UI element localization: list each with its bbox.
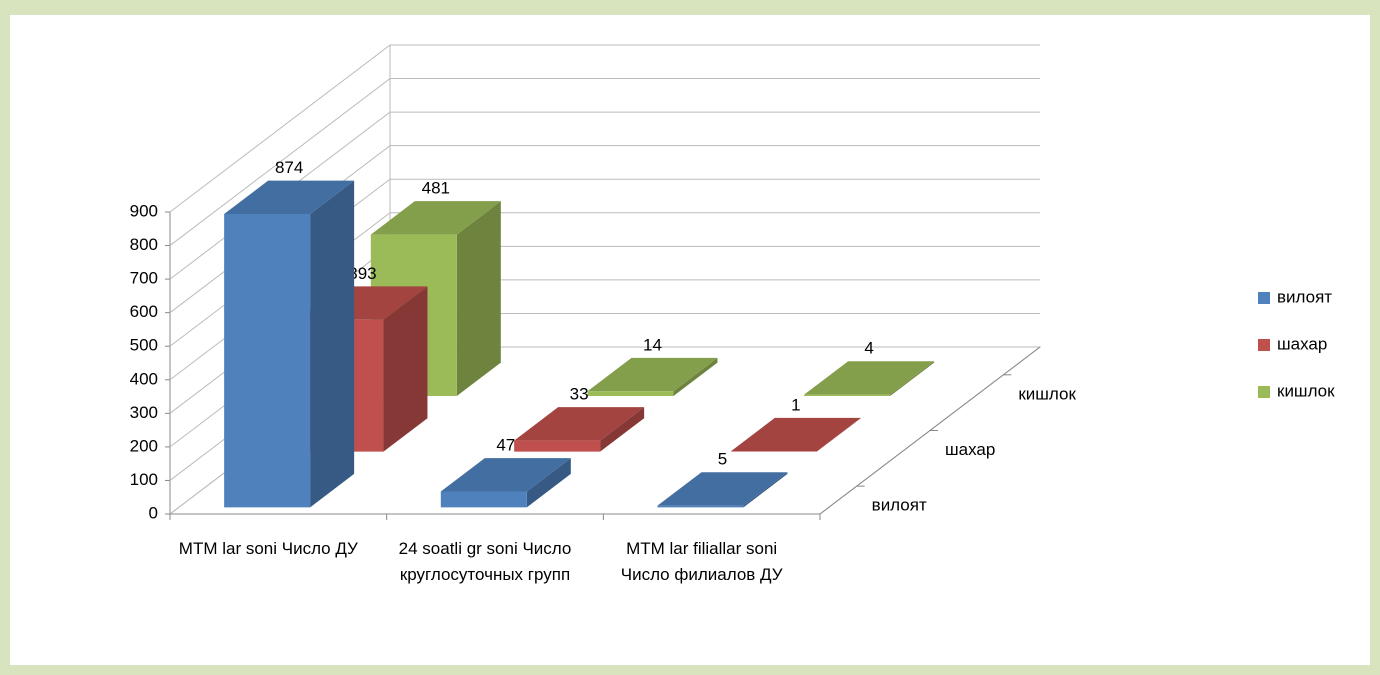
x-tick-label: 24 soatli gr soni Число круглосуточных г…: [398, 539, 572, 584]
data-label: 47: [496, 436, 515, 455]
bar-side: [526, 458, 571, 508]
data-label: 481: [422, 179, 450, 198]
depth-label: вилоят: [872, 496, 927, 515]
bar-front: [514, 440, 601, 452]
axis: [819, 346, 1041, 515]
bar-front: [657, 505, 744, 508]
legend-label: кишлок: [1277, 381, 1335, 400]
y-tick-label: 600: [130, 302, 158, 321]
y-tick-label: 200: [130, 436, 158, 455]
bar: [657, 472, 788, 508]
bar-front: [224, 214, 311, 508]
y-tick-label: 300: [130, 403, 158, 422]
bar-side: [816, 417, 861, 452]
bar-top: [514, 407, 645, 441]
data-label: 33: [570, 385, 589, 404]
bar-top: [440, 458, 571, 492]
bar: [224, 180, 355, 508]
bar-top: [224, 180, 355, 215]
data-label: 1: [791, 395, 800, 414]
legend-label: шахар: [1277, 334, 1327, 353]
y-tick-label: 900: [130, 201, 158, 220]
legend-label: вилоят: [1277, 287, 1332, 306]
legend-swatch: [1258, 292, 1270, 304]
x-tick-label: MTM lar soni Число ДУ: [178, 539, 358, 558]
bar-side: [383, 286, 428, 452]
bar-top: [804, 361, 935, 395]
bar-front: [587, 391, 674, 396]
bar-top: [730, 417, 861, 452]
data-label: 4: [864, 339, 873, 358]
bar-top: [587, 357, 718, 392]
depth-label: кишлок: [1018, 384, 1076, 403]
data-label: 5: [718, 450, 727, 469]
data-label: 14: [643, 335, 662, 354]
bar-top: [370, 201, 501, 235]
bar-side: [743, 472, 788, 508]
y-tick-label: 800: [130, 235, 158, 254]
legend-swatch: [1258, 386, 1270, 398]
bar-top: [657, 472, 788, 506]
bar: [804, 361, 935, 396]
y-tick-label: 400: [130, 369, 158, 388]
grid-line: [169, 44, 391, 213]
bar-side: [890, 361, 935, 396]
bar-front: [440, 491, 527, 508]
data-label: 393: [348, 264, 376, 283]
bar-side: [310, 180, 355, 508]
x-tick-label: MTM lar filiallar soni Число филиалов ДУ: [620, 539, 783, 584]
depth-label: шахар: [945, 440, 995, 459]
y-tick-label: 100: [130, 470, 158, 489]
bar: [730, 417, 861, 452]
bar-front: [804, 394, 891, 396]
y-tick-label: 0: [149, 503, 158, 522]
bar: [440, 458, 571, 508]
data-label: 874: [275, 158, 303, 177]
legend-swatch: [1258, 339, 1270, 351]
grid-line: [169, 78, 391, 246]
bar: [514, 407, 645, 452]
bar-side: [456, 201, 501, 396]
y-tick-label: 700: [130, 269, 158, 288]
y-tick-label: 500: [130, 336, 158, 355]
bar-side: [600, 407, 645, 452]
bar-side: [673, 357, 718, 396]
bar: [587, 357, 718, 396]
